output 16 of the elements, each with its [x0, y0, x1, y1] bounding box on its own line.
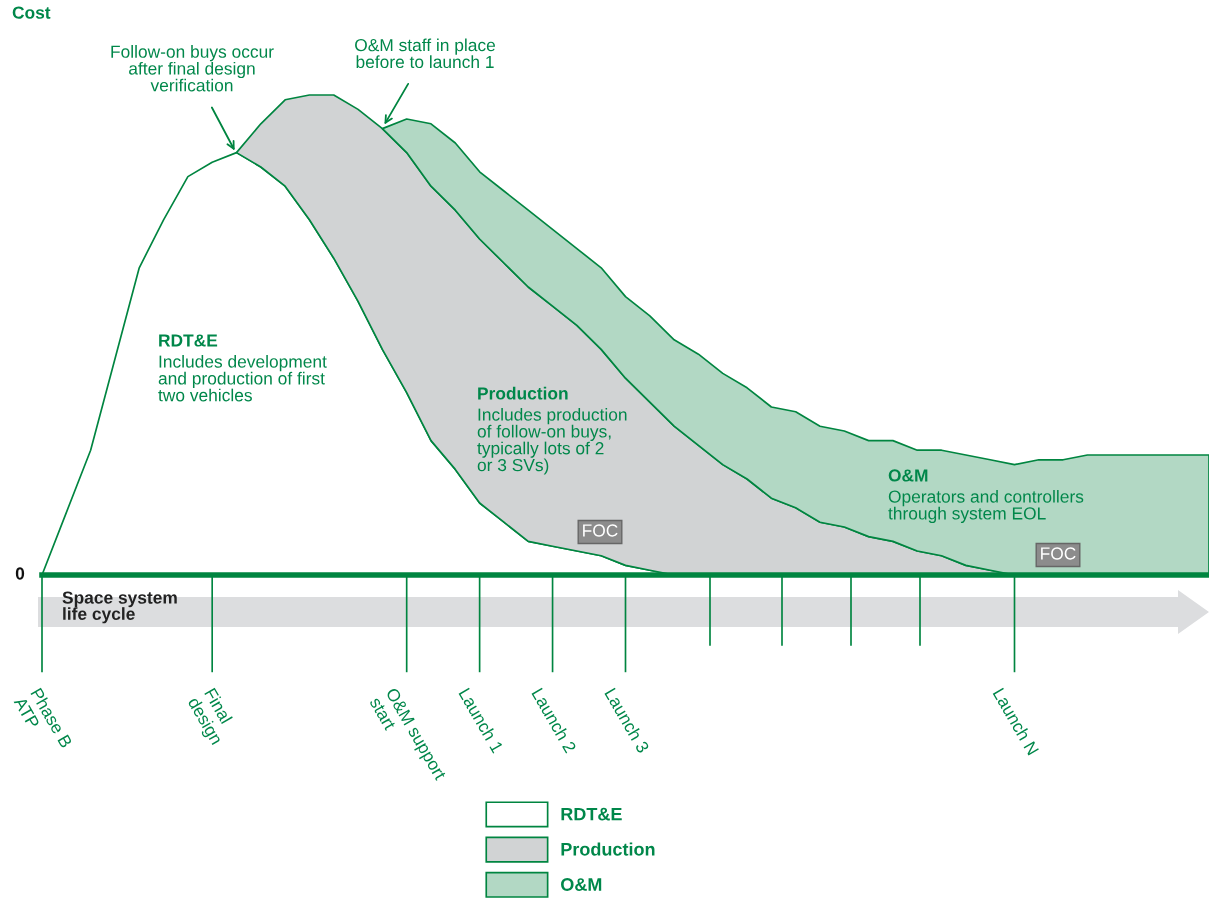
annotation: Includes production of follow-on buys, typically lots of 2 or 3 SVs)	[477, 408, 627, 475]
annotation: FOC	[583, 524, 618, 537]
text: 0	[15, 567, 25, 580]
annotation: RDT&E	[159, 334, 218, 347]
y-axis-title: Cost	[12, 6, 51, 19]
annotation: FOC	[1041, 547, 1076, 560]
annotation: Operators and controllers through system EOL	[888, 490, 1084, 523]
annotation: Production	[478, 386, 568, 400]
annotation: Includes development and production of first two vehicles	[158, 355, 327, 402]
annotation: O&M	[888, 469, 928, 482]
x-axis-title: Space system life cycle	[62, 591, 177, 624]
text: O&M staff in place before to launch 1	[355, 38, 495, 69]
legend-label: RDT&E	[561, 807, 622, 821]
legend-label: O&M	[561, 878, 602, 891]
text: Follow-on buys occur after final design verification	[111, 45, 274, 92]
legend-label: Production	[561, 842, 655, 856]
